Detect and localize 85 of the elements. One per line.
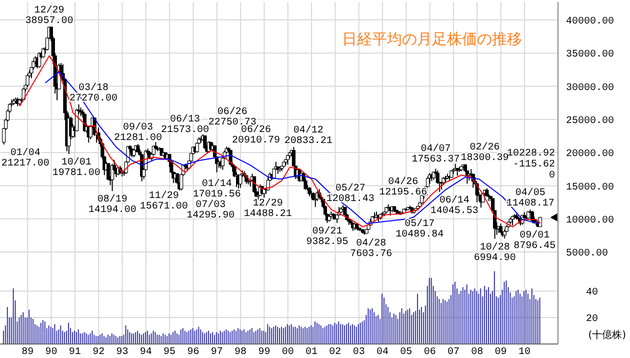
x-tick-label: 98	[234, 347, 247, 358]
annotation: 02/26	[470, 141, 500, 154]
y-tick-label: 5000.00	[566, 248, 608, 260]
x-tick-label: 93	[116, 347, 128, 358]
annotation: 20910.79	[232, 136, 280, 147]
annotation: 6994.90	[474, 252, 516, 264]
x-tick-label: 05	[400, 347, 412, 358]
x-tick-label: 09	[494, 347, 507, 358]
annotation: 14295.90	[186, 210, 235, 222]
annotation: 08/19	[97, 194, 128, 206]
annotation: 17019.56	[192, 189, 241, 200]
annotation: 07/03	[196, 198, 226, 211]
annotation: 04/28	[356, 237, 386, 250]
annotation: 10/01	[61, 156, 92, 169]
x-tick-label: 06	[424, 347, 436, 358]
annotation: 06/26	[241, 124, 272, 136]
y-tick-label: 30000.00	[566, 82, 614, 94]
annotation: 7603.76	[350, 248, 392, 260]
x-tick-label: 90	[45, 347, 58, 358]
annotation: 04/07	[420, 143, 451, 156]
annotation: 10228.92	[506, 148, 555, 160]
x-tick-label: 07	[447, 347, 460, 358]
annotation: 10/28	[480, 241, 510, 254]
x-tick-label: 08	[471, 347, 484, 358]
y-tick-label: 10000.00	[566, 215, 614, 226]
annotation: 14488.21	[244, 209, 292, 220]
annotation: 06/13	[170, 114, 200, 126]
y-tick-label: 40000.00	[566, 16, 614, 28]
annotation: 09/21	[312, 225, 342, 238]
annotation: 17563.37	[412, 154, 460, 166]
x-tick-label: 03	[352, 347, 365, 358]
annotation: 15671.00	[140, 201, 188, 212]
annotation: 05/17	[404, 218, 435, 230]
annotation: 06/26	[217, 106, 248, 118]
x-tick-label: 94	[140, 347, 152, 358]
annotation: 04/05	[515, 187, 546, 200]
annotation: 9382.95	[306, 236, 348, 248]
x-tick-label: 10	[518, 347, 530, 358]
annotation: 20833.21	[284, 136, 332, 148]
annotation: 04/26	[388, 176, 418, 188]
annotation: 19781.00	[52, 168, 100, 180]
annotation: 14194.00	[88, 205, 136, 216]
text: 日経平均の月足株価の推移	[342, 30, 522, 48]
x-tick-label: 04	[376, 347, 389, 358]
x-tick-label: 00	[282, 347, 294, 358]
x-tick-label: 96	[187, 347, 200, 358]
annotation: 0	[548, 170, 555, 182]
candlestick	[238, 174, 242, 188]
x-tick-label: 91	[68, 347, 81, 358]
annotation: 14045.53	[430, 206, 478, 218]
annotation: 01/14	[202, 178, 232, 190]
annotation: 12/29	[252, 198, 283, 210]
candlestick	[266, 176, 270, 191]
annotation: 38957.00	[25, 16, 74, 27]
annotation: 05/27	[335, 182, 366, 195]
annotation: 21281.00	[114, 133, 162, 144]
annotation: 10489.84	[396, 230, 444, 241]
y-axis-title: (十億株)	[588, 329, 626, 341]
annotation: 12/29	[34, 4, 64, 16]
annotation: 11/29	[148, 190, 179, 202]
y-tick-label: 40	[586, 288, 598, 299]
x-tick-label: 99	[258, 347, 270, 358]
y-tick-label: 20	[586, 314, 598, 326]
x-tick-label: 01	[306, 347, 318, 358]
x-tick-label: 92	[92, 347, 105, 358]
y-tick-label: 35000.00	[566, 50, 614, 61]
x-tick-label: 02	[329, 347, 342, 358]
annotation: 21573.00	[161, 125, 210, 136]
annotation: 09/03	[123, 122, 154, 134]
annotation: 04/12	[293, 124, 324, 137]
x-tick-label: 95	[164, 347, 176, 358]
annotation: 03/18	[78, 82, 109, 94]
annotation: -115.62	[512, 159, 555, 170]
annotation: 09/01	[520, 229, 550, 242]
annotation: 18300.39	[460, 152, 509, 164]
y-tick-label: 20000.00	[566, 149, 614, 160]
y-tick-label: 15000.00	[566, 182, 614, 194]
y-tick-label: 25000.00	[566, 116, 614, 127]
annotation: 21217.00	[1, 158, 50, 170]
x-tick-label: 89	[22, 347, 34, 358]
candlestick	[26, 74, 30, 88]
annotation: 06/14	[439, 194, 470, 207]
annotation: 8796.45	[514, 240, 556, 252]
x-tick-label: 97	[210, 347, 223, 358]
annotation: 01/04	[10, 146, 40, 159]
